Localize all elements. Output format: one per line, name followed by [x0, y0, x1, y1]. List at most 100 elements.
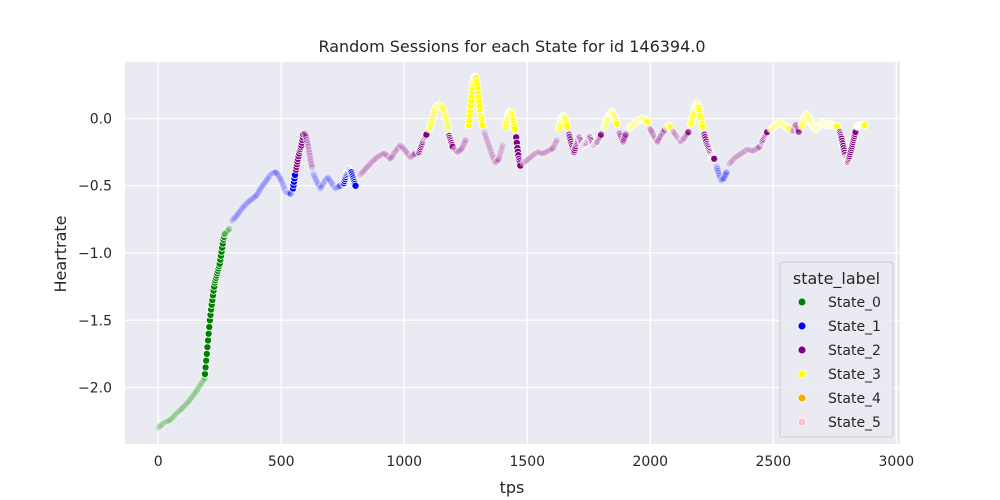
data-point: [389, 149, 398, 158]
data-point: [261, 178, 270, 187]
data-point: [526, 152, 535, 161]
data-point: [529, 150, 538, 159]
data-point: [490, 155, 499, 164]
data-point: [313, 178, 322, 187]
data-point: [745, 145, 754, 154]
data-point: [272, 168, 281, 177]
data-point: [453, 147, 462, 156]
data-point: [364, 161, 373, 170]
data-point: [728, 156, 737, 165]
data-point: [454, 147, 463, 156]
data-point: [747, 146, 756, 155]
data-point: [520, 157, 529, 166]
data-point: [191, 388, 200, 397]
data-point: [249, 193, 258, 202]
data-point: [378, 150, 387, 159]
y-axis-label: Heartrate: [51, 215, 70, 292]
x-tick-label: 2500: [755, 454, 791, 470]
data-point: [263, 175, 272, 184]
data-point: [244, 197, 253, 206]
data-point: [307, 162, 316, 171]
data-point: [188, 392, 197, 401]
data-point: [537, 148, 546, 157]
data-point: [738, 148, 747, 157]
data-point: [541, 148, 550, 157]
data-point: [367, 158, 376, 167]
y-tick-label: −1.5: [78, 313, 112, 329]
series-state-1: [228, 168, 296, 225]
data-point: [384, 152, 393, 161]
data-point: [510, 125, 519, 134]
data-point: [203, 343, 212, 352]
data-point: [484, 140, 493, 149]
data-point: [391, 147, 400, 156]
data-point: [190, 389, 199, 398]
data-point: [522, 156, 531, 165]
data-point: [386, 154, 395, 163]
y-axis-ticks: −2.0 −1.5 −1.0 −0.5 0.0: [78, 111, 112, 396]
data-point: [189, 391, 198, 400]
data-point: [373, 153, 382, 162]
data-point: [260, 179, 269, 188]
series-state-2: [758, 127, 772, 146]
data-point: [483, 136, 492, 145]
data-point: [744, 145, 753, 154]
data-point: [154, 423, 163, 432]
data-point: [164, 416, 173, 425]
data-point: [200, 370, 209, 379]
data-point: [366, 159, 375, 168]
data-point: [330, 183, 339, 192]
chart-title: Random Sessions for each State for id 14…: [318, 37, 705, 56]
data-point: [752, 144, 761, 153]
data-point: [277, 177, 286, 186]
data-point: [494, 154, 503, 163]
data-point: [247, 195, 256, 204]
data-point: [232, 212, 241, 221]
data-point: [549, 144, 558, 153]
data-point: [220, 230, 229, 239]
data-point: [376, 151, 385, 160]
y-tick-label: −0.5: [78, 179, 112, 195]
legend-label: State_0: [828, 295, 881, 311]
x-tick-label: 2000: [632, 454, 668, 470]
data-point: [181, 400, 190, 409]
data-point: [539, 149, 548, 158]
data-point: [544, 146, 553, 155]
series-state-2: [565, 130, 606, 157]
data-point: [563, 122, 572, 131]
data-point: [157, 420, 166, 429]
data-point: [356, 170, 365, 179]
data-point: [228, 216, 237, 225]
data-point: [162, 417, 171, 426]
data-point: [304, 145, 313, 154]
data-point: [395, 142, 404, 151]
data-point: [753, 143, 762, 152]
data-point: [182, 399, 191, 408]
data-point: [246, 196, 255, 205]
data-point: [172, 409, 181, 418]
data-point: [247, 195, 256, 204]
data-point: [550, 140, 559, 149]
data-point: [283, 188, 292, 197]
data-point: [181, 400, 190, 409]
data-point: [407, 152, 416, 161]
data-point: [363, 162, 372, 171]
data-point: [460, 138, 469, 147]
data-point: [546, 145, 555, 154]
data-point: [160, 418, 169, 427]
data-point: [381, 150, 390, 159]
data-point: [252, 191, 261, 200]
series-state-3: [600, 107, 622, 131]
data-point: [154, 423, 163, 432]
legend-marker: [797, 369, 807, 379]
data-point: [237, 205, 246, 214]
data-point: [397, 142, 406, 151]
data-point: [482, 135, 491, 144]
data-point: [276, 175, 285, 184]
data-point: [361, 164, 370, 173]
data-point: [360, 165, 369, 174]
data-point: [231, 212, 240, 221]
data-point: [734, 151, 743, 160]
data-point: [388, 151, 397, 160]
series-state-0: [154, 374, 209, 432]
